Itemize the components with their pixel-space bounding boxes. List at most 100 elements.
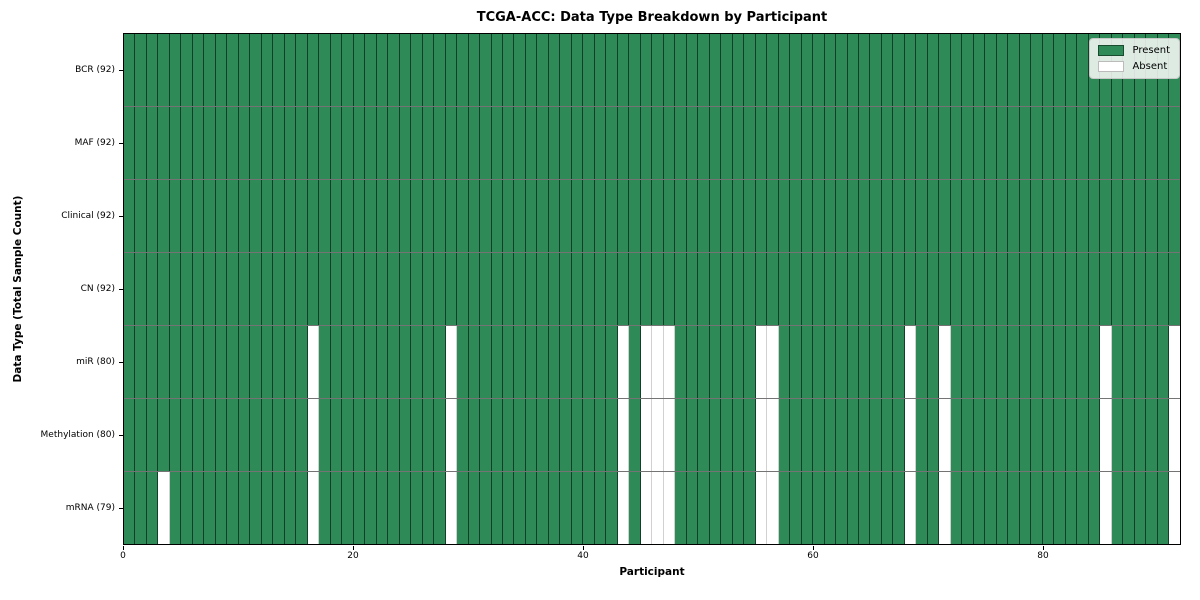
- heatmap-cell: [514, 472, 526, 544]
- heatmap-cell: [284, 472, 297, 544]
- legend: Present Absent: [1089, 38, 1180, 79]
- heatmap-cell: [732, 107, 745, 179]
- heatmap-cell: [640, 107, 653, 179]
- heatmap-cell: [583, 326, 595, 398]
- heatmap-cell: [927, 107, 940, 179]
- heatmap-cell: [353, 326, 366, 398]
- heatmap-cell: [1031, 399, 1043, 471]
- heatmap-cell: [985, 107, 997, 179]
- heatmap-cell: [962, 34, 974, 106]
- heatmap-cell: [927, 253, 940, 325]
- heatmap-cell: [399, 253, 412, 325]
- heatmap-cell: [1077, 326, 1089, 398]
- heatmap-cell: [836, 472, 848, 544]
- heatmap-cell: [560, 326, 572, 398]
- heatmap-cell: [376, 472, 389, 544]
- heatmap-cell: [721, 34, 733, 106]
- heatmap-cell: [169, 472, 182, 544]
- heatmap-cell: [376, 326, 389, 398]
- heatmap-cell: [537, 326, 549, 398]
- heatmap-cell: [663, 180, 676, 252]
- heatmap-cell: [135, 399, 147, 471]
- heatmap-cell: [950, 472, 963, 544]
- heatmap-cell: [319, 399, 331, 471]
- heatmap-cell: [606, 34, 618, 106]
- heatmap-cell: [583, 107, 595, 179]
- heatmap-cell: [181, 472, 193, 544]
- heatmap-cell: [1123, 107, 1135, 179]
- heatmap-cell: [1157, 107, 1170, 179]
- heatmap-cell: [1054, 253, 1066, 325]
- heatmap-cell: [342, 472, 354, 544]
- heatmap-cell: [181, 253, 193, 325]
- heatmap-cell: [319, 472, 331, 544]
- heatmap-cell: [468, 472, 481, 544]
- heatmap-cell: [227, 472, 239, 544]
- heatmap-cell: [434, 180, 446, 252]
- heatmap-cell: [709, 326, 722, 398]
- heatmap-cell: [296, 326, 308, 398]
- heatmap-cell: [640, 326, 653, 398]
- y-tick-mark: [119, 508, 123, 509]
- heatmap-cell: [709, 107, 722, 179]
- legend-swatch-present-icon: [1098, 45, 1125, 56]
- heatmap-cell: [525, 472, 538, 544]
- heatmap-cell: [778, 253, 791, 325]
- heatmap-cell: [1019, 472, 1032, 544]
- heatmap-cell: [284, 34, 297, 106]
- heatmap-cell: [296, 399, 308, 471]
- heatmap-cell: [652, 180, 664, 252]
- x-tick-mark: [123, 546, 124, 550]
- heatmap-cell: [124, 34, 136, 106]
- legend-item-absent: Absent: [1098, 61, 1170, 72]
- heatmap-cell: [284, 180, 297, 252]
- heatmap-cell: [238, 472, 251, 544]
- heatmap-cell: [135, 180, 147, 252]
- heatmap-cell: [870, 107, 882, 179]
- heatmap-cell: [1123, 253, 1135, 325]
- heatmap-cell: [721, 107, 733, 179]
- heatmap-cell: [675, 34, 687, 106]
- heatmap-cell: [514, 180, 526, 252]
- heatmap-cell: [238, 34, 251, 106]
- heatmap-cell: [606, 326, 618, 398]
- heatmap-cell: [273, 472, 285, 544]
- heatmap-cell: [1042, 326, 1055, 398]
- heatmap-cell: [445, 180, 458, 252]
- heatmap-cell: [985, 326, 997, 398]
- heatmap-cell: [904, 326, 917, 398]
- heatmap-cell: [296, 180, 308, 252]
- y-tick-label: miR (80): [76, 357, 115, 368]
- heatmap-cell: [296, 472, 308, 544]
- heatmap-cell: [227, 34, 239, 106]
- heatmap-cell: [629, 472, 641, 544]
- heatmap-cell: [192, 107, 205, 179]
- heatmap-cell: [342, 180, 354, 252]
- heatmap-cell: [388, 472, 400, 544]
- heatmap-cell: [801, 107, 814, 179]
- heatmap-cell: [606, 180, 618, 252]
- legend-swatch-absent-icon: [1098, 61, 1125, 72]
- heatmap-cell: [411, 472, 423, 544]
- heatmap-cell: [388, 253, 400, 325]
- heatmap-cell: [158, 107, 170, 179]
- heatmap-cell: [296, 107, 308, 179]
- heatmap-cell: [927, 326, 940, 398]
- heatmap-cell: [1088, 472, 1101, 544]
- y-tick-label: CN (92): [80, 284, 115, 294]
- heatmap-cell: [204, 253, 216, 325]
- y-tick-label: Methylation (80): [40, 430, 115, 441]
- heatmap-cell: [973, 472, 986, 544]
- heatmap-cell: [457, 399, 469, 471]
- heatmap-cell: [617, 326, 630, 398]
- heatmap-cell: [1077, 472, 1089, 544]
- heatmap-cell: [583, 253, 595, 325]
- heatmap-cell: [1123, 180, 1135, 252]
- x-tick-label: 60: [807, 551, 819, 561]
- heatmap-cell: [1111, 399, 1124, 471]
- heatmap-cell: [606, 107, 618, 179]
- heatmap-cell: [215, 472, 228, 544]
- heatmap-cell: [847, 399, 859, 471]
- heatmap-cell: [1088, 107, 1101, 179]
- heatmap-cell: [250, 34, 262, 106]
